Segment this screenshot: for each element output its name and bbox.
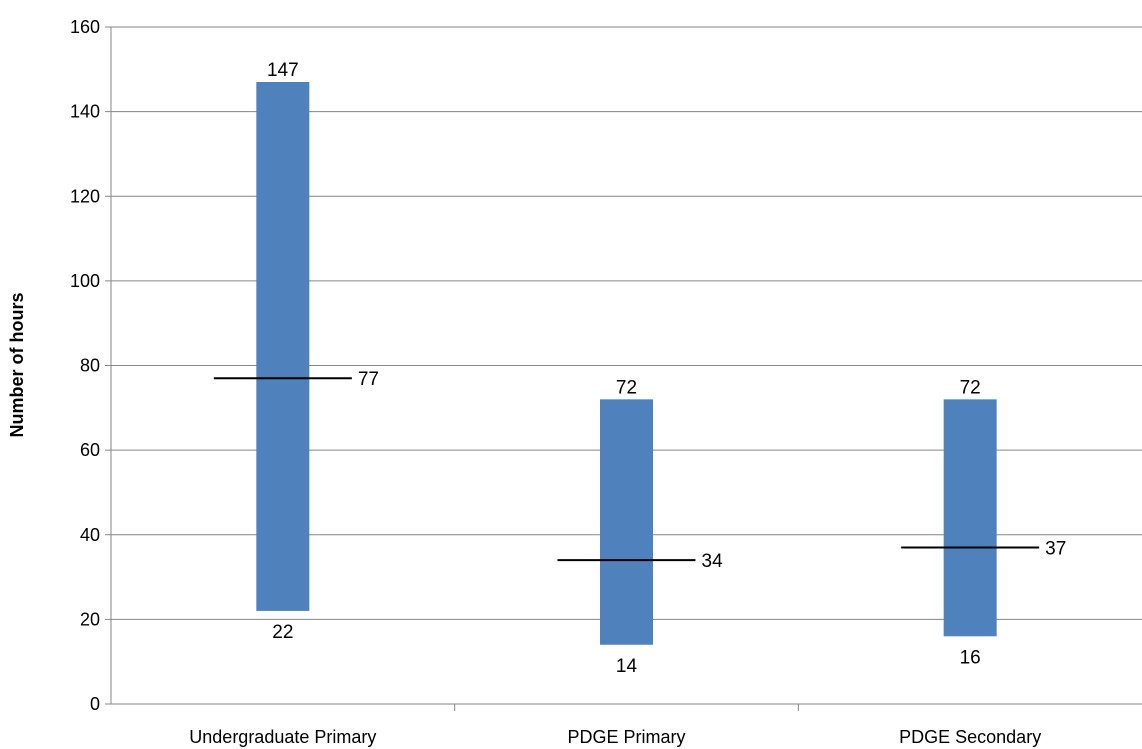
y-tick-label: 140 bbox=[70, 102, 100, 122]
y-tick-label: 60 bbox=[80, 440, 100, 460]
min-label: 22 bbox=[272, 622, 293, 643]
min-label: 16 bbox=[960, 647, 981, 668]
y-tick-labels: 0 20 40 60 80 100 120 140 160 bbox=[70, 17, 100, 714]
mean-label: 34 bbox=[702, 551, 724, 572]
y-axis-title: Number of hours bbox=[7, 292, 27, 437]
y-tick-label: 80 bbox=[80, 356, 100, 376]
max-label: 147 bbox=[267, 60, 299, 81]
range-bar bbox=[943, 399, 997, 637]
x-tick-label: PDGE Primary bbox=[567, 727, 685, 747]
y-tick-label: 120 bbox=[70, 186, 100, 206]
y-tick-label: 160 bbox=[70, 17, 100, 37]
range-bars bbox=[256, 82, 997, 645]
range-bar bbox=[600, 399, 653, 645]
max-label: 72 bbox=[616, 377, 637, 398]
data-labels: 147 22 77 72 14 34 72 16 37 bbox=[267, 60, 1066, 677]
min-label: 14 bbox=[616, 656, 638, 677]
max-label: 72 bbox=[960, 377, 981, 398]
x-tick-labels: Undergraduate Primary PDGE Primary PDGE Se… bbox=[189, 727, 1041, 747]
mean-label: 37 bbox=[1045, 538, 1066, 559]
y-tick-label: 100 bbox=[70, 271, 100, 291]
y-tick-label: 20 bbox=[80, 609, 100, 629]
y-tick-label: 40 bbox=[80, 525, 100, 545]
axes bbox=[105, 26, 1142, 711]
y-tick-label: 0 bbox=[90, 694, 100, 714]
range-bar bbox=[256, 82, 310, 611]
x-tick-label: PDGE Secondary bbox=[899, 727, 1041, 747]
x-tick-label: Undergraduate Primary bbox=[189, 727, 376, 747]
mean-markers bbox=[213, 377, 1040, 562]
mean-label: 77 bbox=[358, 369, 379, 390]
